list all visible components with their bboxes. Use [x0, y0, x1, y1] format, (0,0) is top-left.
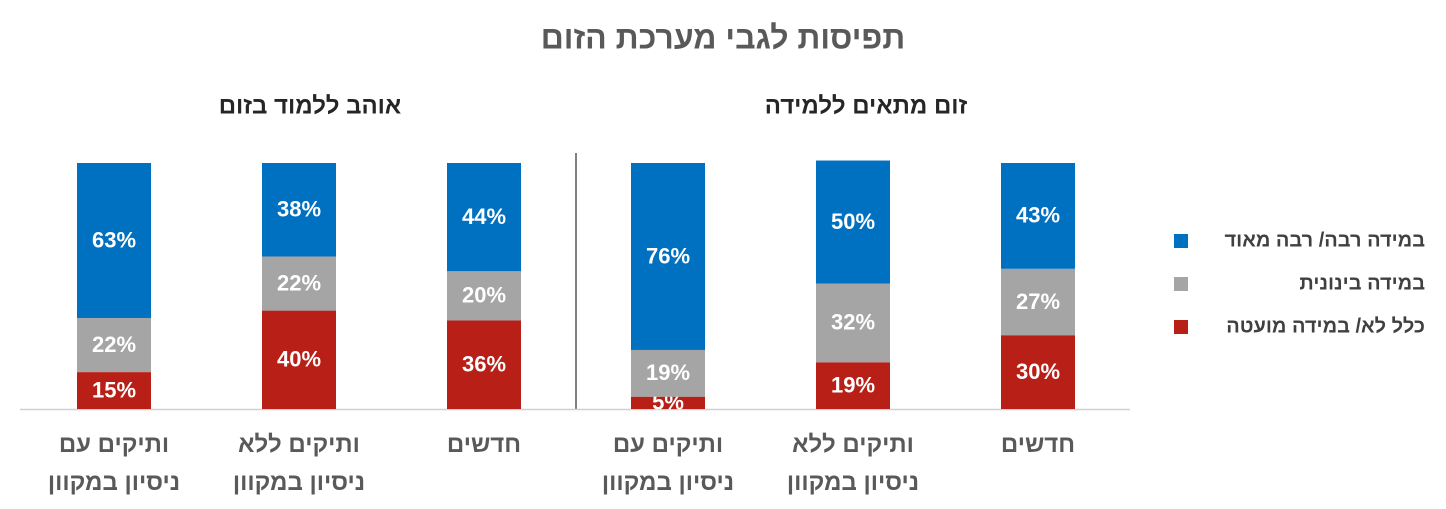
chart-title: תפיסות לגבי מערכת הזום [541, 19, 905, 55]
x-tick-label: ותיקים עם ניסיון במקוון [601, 431, 735, 496]
data-label: 19% [831, 372, 875, 397]
legend-swatch [1174, 320, 1188, 334]
bar-segment [631, 349, 705, 397]
data-label: 76% [646, 243, 690, 268]
bar-segment [77, 317, 151, 373]
bar-segment [447, 163, 521, 272]
x-tick-label: חדשים [1000, 431, 1076, 458]
legend-swatch [1174, 234, 1188, 248]
x-tick-label: ותיקים ללא ניסיון במקוון [232, 431, 366, 496]
data-label: 22% [277, 270, 321, 295]
data-label: 27% [1016, 289, 1060, 314]
bar-segment [262, 163, 336, 257]
data-label: 20% [462, 283, 506, 308]
bar-segment [447, 320, 521, 409]
data-label: 43% [1016, 203, 1060, 228]
bar-segment [816, 160, 890, 284]
bar-segment [631, 163, 705, 350]
bar-segment [816, 283, 890, 363]
bar-segment [1001, 268, 1075, 336]
legend-label: במידה בינונית [1299, 272, 1425, 294]
data-label: 22% [92, 332, 136, 357]
bar-segment [77, 163, 151, 318]
bar-segment [262, 256, 336, 311]
legend-swatch [1174, 277, 1188, 291]
x-tick-label: ותיקים עם ניסיון במקוון [47, 431, 181, 496]
data-label: 19% [646, 360, 690, 385]
x-tick-label: חדשים [446, 431, 522, 458]
bar-segment [262, 310, 336, 409]
data-label: 44% [462, 204, 506, 229]
bar-segment [447, 271, 521, 321]
data-label: 30% [1016, 359, 1060, 384]
data-label: 40% [277, 347, 321, 372]
panel-title: אוהב ללמוד בזום [219, 92, 402, 119]
bar-segment [631, 396, 705, 409]
data-label: 36% [462, 352, 506, 377]
data-label: 15% [92, 377, 136, 402]
legend-label: כלל לא/ במידה מועטה [1226, 315, 1425, 337]
bar-segment [1001, 335, 1075, 409]
panel-title: זום מתאים ללמידה [765, 92, 968, 119]
bar-segment [816, 362, 890, 409]
bar-segment [77, 372, 151, 409]
x-tick-label: ותיקים ללא ניסיון במקוון [786, 431, 920, 496]
data-label: 38% [277, 197, 321, 222]
data-label: 50% [831, 209, 875, 234]
data-label: 63% [92, 227, 136, 252]
bar-segment [1001, 163, 1075, 269]
legend-label: במידה רבה/ רבה מאוד [1225, 229, 1426, 251]
data-label: 32% [831, 310, 875, 335]
